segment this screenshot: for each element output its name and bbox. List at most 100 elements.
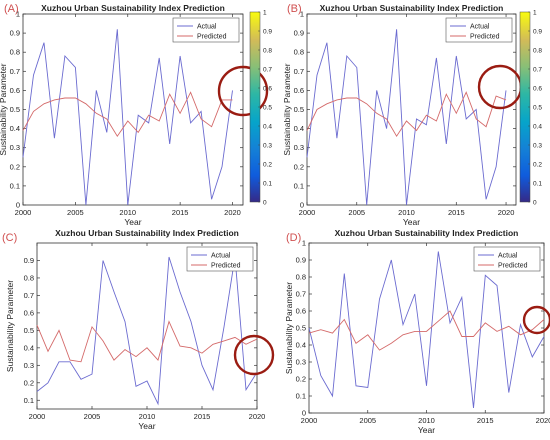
- y-tick-label: 0.2: [10, 162, 20, 171]
- legend: Actual Predicted: [445, 17, 513, 43]
- x-tick-label: 2010: [139, 412, 156, 421]
- y-tick-label: 0.3: [294, 143, 304, 152]
- highlight-circle: [217, 65, 269, 117]
- x-tick-label: 2000: [301, 416, 318, 425]
- y-tick-label: 0.5: [10, 105, 20, 114]
- colorbar-tick-label: 0: [263, 200, 267, 207]
- y-tick-label: 1: [16, 10, 20, 19]
- legend-box: [186, 246, 254, 272]
- y-tick-label: 1: [302, 239, 306, 248]
- x-tick-label: 2020: [224, 208, 241, 217]
- colorbar-tick-label: 0.4: [533, 124, 542, 131]
- chart-title: Xuzhou Urban Sustainability Index Predic…: [55, 228, 239, 238]
- y-tick-label: 0.1: [294, 181, 304, 190]
- y-tick-label: 0.1: [10, 181, 20, 190]
- highlight-circle: [233, 334, 275, 376]
- colorbar-tick-label: 0.4: [263, 124, 272, 131]
- x-tick-label: 2000: [29, 412, 46, 421]
- legend-entry-actual: Actual: [197, 24, 217, 31]
- panel-label: (B): [287, 3, 302, 15]
- series-line-predicted: [36, 320, 258, 363]
- x-tick-label: 2005: [348, 208, 365, 217]
- x-tick-label: 2015: [172, 208, 189, 217]
- x-tick-label: 2020: [536, 416, 550, 425]
- legend-box: [473, 246, 541, 272]
- plot-area: [22, 13, 244, 206]
- y-tick-label: 0.8: [294, 48, 304, 57]
- chart-panel-2: Xuzhou Urban Sustainability Index Predic…: [282, 3, 542, 227]
- y-tick-label: 0.2: [296, 375, 306, 384]
- y-tick-label: 0.5: [296, 324, 306, 333]
- legend-entry-predicted: Predicted: [211, 263, 241, 270]
- chart-panel-4: Xuzhou Urban Sustainability Index Predic…: [284, 228, 550, 435]
- x-tick-label: 2015: [194, 412, 211, 421]
- series-line-actual: [22, 29, 233, 206]
- y-axis-label: Sustainability Parameter: [284, 282, 294, 374]
- y-tick-label: 0.3: [24, 361, 34, 370]
- x-tick-label: 2020: [498, 208, 515, 217]
- x-tick-label: 2010: [119, 208, 136, 217]
- y-tick-label: 0.8: [24, 273, 34, 282]
- series-line-predicted: [306, 91, 507, 138]
- y-tick-label: 0.7: [24, 291, 34, 300]
- x-tick-label: 2010: [418, 416, 435, 425]
- chart-title: Xuzhou Urban Sustainability Index Predic…: [320, 3, 504, 13]
- legend-entry-predicted: Predicted: [197, 34, 227, 41]
- x-axis-label: Year: [418, 425, 435, 435]
- series-line-predicted: [22, 91, 233, 138]
- colorbar-tick-label: 0.7: [533, 67, 542, 74]
- plot-area: [306, 13, 517, 206]
- x-tick-label: 2005: [67, 208, 84, 217]
- y-tick-label: 0.4: [296, 341, 306, 350]
- colorbar-tick-label: 0.9: [533, 29, 542, 36]
- legend-box: [172, 17, 240, 43]
- y-tick-label: 0.6: [24, 308, 34, 317]
- y-tick-label: 0.3: [296, 358, 306, 367]
- colorbar-tick-label: 0.1: [533, 181, 542, 188]
- y-tick-label: 0.6: [296, 307, 306, 316]
- y-tick-label: 0.2: [24, 378, 34, 387]
- chart-panel-1: Xuzhou Urban Sustainability Index Predic…: [0, 3, 272, 227]
- x-axis-label: Year: [124, 217, 141, 227]
- panel-label: (C): [2, 232, 17, 244]
- y-tick-label: 0.9: [294, 29, 304, 38]
- series-line-actual: [306, 29, 507, 206]
- y-tick-label: 0.6: [294, 86, 304, 95]
- legend: Actual Predicted: [172, 17, 240, 43]
- y-tick-label: 0.4: [24, 343, 34, 352]
- y-tick-label: 0.7: [296, 290, 306, 299]
- y-tick-label: 0: [302, 409, 306, 418]
- colorbar: 0 0.1 0.2 0.3 0.4 0.5 0.6 0.7 0.8 0.9 1: [249, 10, 272, 207]
- colorbar-tick-label: 0.5: [533, 105, 542, 112]
- x-tick-label: 2020: [249, 412, 266, 421]
- chart-panel-3: Xuzhou Urban Sustainability Index Predic…: [2, 228, 275, 431]
- legend-box: [445, 17, 513, 43]
- y-tick-label: 0.8: [10, 48, 20, 57]
- y-tick-label: 0.1: [296, 392, 306, 401]
- y-tick-label: 0.5: [24, 326, 34, 335]
- legend: Actual Predicted: [473, 246, 541, 272]
- colorbar-tick-label: 0.1: [263, 181, 272, 188]
- colorbar-tick-label: 1: [533, 10, 537, 17]
- colorbar-tick-label: 0.3: [263, 143, 272, 150]
- legend-entry-actual: Actual: [498, 253, 518, 260]
- x-tick-label: 2015: [448, 208, 465, 217]
- colorbar: 0 0.1 0.2 0.3 0.4 0.5 0.6 0.7 0.8 0.9 1: [519, 10, 542, 207]
- legend-entry-actual: Actual: [211, 253, 231, 260]
- series-line-predicted: [308, 310, 545, 351]
- x-axis-label: Year: [403, 217, 420, 227]
- colorbar-tick-label: 0.7: [263, 67, 272, 74]
- y-tick-label: 0.6: [10, 86, 20, 95]
- panel-label: (A): [4, 3, 19, 15]
- y-tick-label: 1: [300, 10, 304, 19]
- legend-entry-actual: Actual: [470, 24, 490, 31]
- x-tick-label: 2015: [477, 416, 494, 425]
- legend-entry-predicted: Predicted: [498, 263, 528, 270]
- y-tick-label: 0: [300, 201, 304, 210]
- series-line-actual: [308, 251, 545, 408]
- y-tick-label: 0.9: [24, 256, 34, 265]
- x-tick-label: 2005: [359, 416, 376, 425]
- panel-label: (D): [286, 232, 301, 244]
- x-tick-label: 2000: [299, 208, 316, 217]
